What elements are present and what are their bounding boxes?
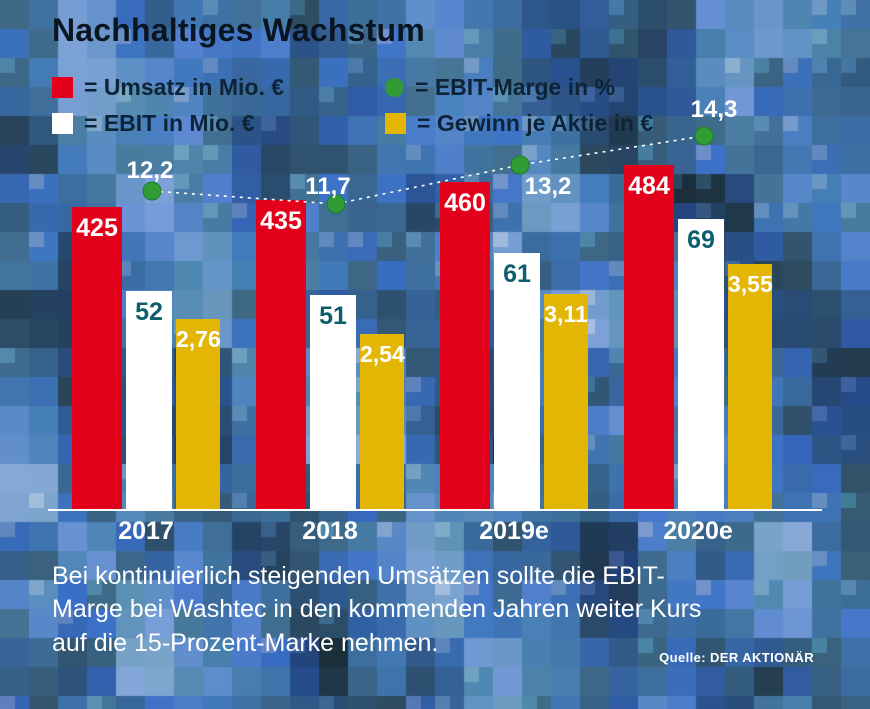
bar-ebit-2017: 52 <box>126 291 172 509</box>
legend-label-umsatz: = Umsatz in Mio. € <box>84 74 285 100</box>
bar-gewinn-je-aktie-2017: 2,76 <box>176 319 221 509</box>
ebit-marge-value-2019e: 13,2 <box>524 173 572 200</box>
bar-value-label: 435 <box>260 207 302 235</box>
x-axis-label-2017: 2017 <box>118 517 174 545</box>
bar-value-label: 484 <box>628 172 670 200</box>
legend-item-ebit: = EBIT in Mio. € <box>52 110 385 137</box>
bar-value-label: 2,54 <box>360 341 405 367</box>
bar-ebit-2019e: 61 <box>494 253 540 509</box>
caption-text: Bei kontinuierlich steigenden Umsätzen s… <box>52 562 702 657</box>
bar-value-label: 61 <box>503 260 531 288</box>
bar-ebit-2020e: 69 <box>678 219 724 509</box>
bar-value-label: 3,11 <box>544 301 588 327</box>
bar-gewinn-je-aktie-2020e: 3,55 <box>728 264 773 509</box>
bar-umsatz-2020e: 484 <box>624 165 674 509</box>
chart-title: Nachhaltiges Wachstum <box>52 12 425 48</box>
legend-item-gewinn: = Gewinn je Aktie in € <box>385 110 653 137</box>
legend-item-umsatz: = Umsatz in Mio. € <box>52 74 385 101</box>
legend-item-ebit-marge: = EBIT-Marge in % <box>385 74 653 101</box>
bar-gewinn-je-aktie-2019e: 3,11 <box>544 294 588 509</box>
bar-value-label: 69 <box>687 226 715 254</box>
bar-value-label: 3,55 <box>728 271 773 297</box>
bar-umsatz-2019e: 460 <box>440 182 490 509</box>
source-credit: Quelle: DER AKTIONÄR <box>659 650 814 665</box>
ebit-marge-dot-2019e <box>510 155 530 175</box>
legend-label-gewinn: = Gewinn je Aktie in € <box>417 110 654 136</box>
ebit-marge-value-2020e: 14,3 <box>690 96 738 123</box>
legend: = Umsatz in Mio. € = EBIT-Marge in % = E… <box>52 74 653 137</box>
ebit-marge-dashed-line <box>151 135 705 205</box>
ebit-swatch-icon <box>52 113 73 134</box>
x-axis-label-2020e: 2020e <box>663 517 733 545</box>
bar-value-label: 2,76 <box>176 326 221 352</box>
bar-value-label: 51 <box>319 302 347 330</box>
ebit-marge-value-2017: 12,2 <box>126 157 174 184</box>
bar-value-label: 460 <box>444 189 486 217</box>
bar-ebit-2018: 51 <box>310 295 356 509</box>
legend-label-ebit: = EBIT in Mio. € <box>84 110 255 136</box>
ebit-marge-dot-2020e <box>694 126 714 146</box>
legend-label-ebit-marge: = EBIT-Marge in % <box>415 74 616 100</box>
x-axis-label-2018: 2018 <box>302 517 358 545</box>
ebit-marge-swatch-icon <box>385 78 404 97</box>
gewinn-swatch-icon <box>385 113 406 134</box>
bar-gewinn-je-aktie-2018: 2,54 <box>360 334 405 509</box>
x-axis-label-2019e: 2019e <box>479 517 549 545</box>
bar-umsatz-2017: 425 <box>72 207 122 509</box>
umsatz-swatch-icon <box>52 77 73 98</box>
bar-umsatz-2018: 435 <box>256 200 306 509</box>
x-axis-line <box>48 509 822 511</box>
bar-value-label: 52 <box>135 298 163 326</box>
bar-value-label: 425 <box>76 214 118 242</box>
ebit-marge-value-2018: 11,7 <box>305 173 351 200</box>
